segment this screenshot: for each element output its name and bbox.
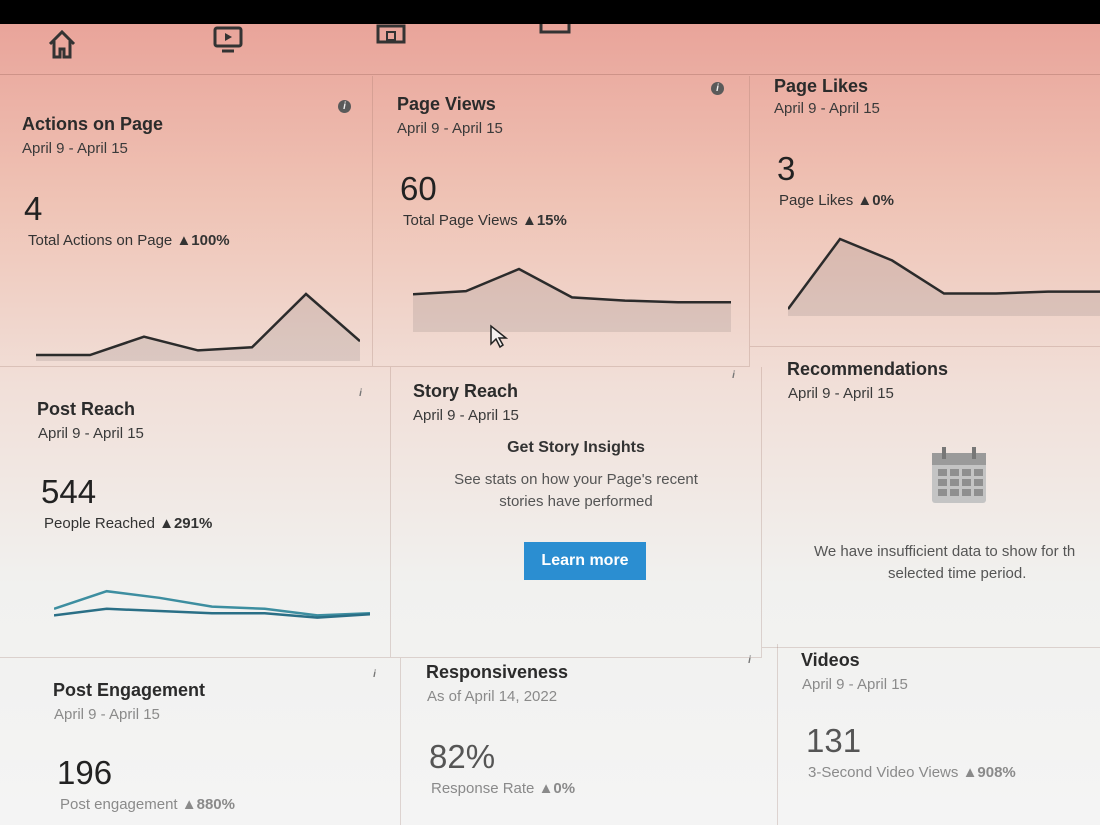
actions-sparkline (36, 292, 360, 361)
metric-value: 196 (57, 754, 113, 791)
metric-label: Page Likes ▲0% (779, 192, 894, 209)
card-date: April 9 - April 15 (413, 407, 519, 424)
top-nav (0, 24, 1100, 75)
page-likes-sparkline (788, 237, 1100, 316)
page-views-card[interactable]: Page Views April 9 - April 15 i 60 Total… (373, 76, 750, 367)
card-title: Post Engagement (53, 680, 206, 700)
card-date: April 9 - April 15 (774, 100, 880, 117)
card-date: April 9 - April 15 (38, 425, 144, 442)
info-icon[interactable]: i (711, 82, 724, 95)
actions-on-page-card[interactable]: Actions on Page April 9 - April 15 i 4 T… (0, 76, 373, 367)
sparkline-line-b (54, 607, 370, 619)
sparkline-line-a (54, 589, 370, 617)
page-views-sparkline (413, 267, 731, 332)
card-date: April 9 - April 15 (788, 385, 894, 402)
panel-icon[interactable] (538, 24, 574, 46)
info-icon[interactable]: i (732, 370, 735, 381)
card-date: April 9 - April 15 (397, 120, 503, 137)
change-badge: ▲0% (857, 192, 894, 209)
card-title: Videos (801, 650, 860, 670)
shop-icon[interactable] (374, 24, 410, 60)
story-insights-text-2: stories have performed (499, 493, 653, 510)
learn-more-button[interactable]: Learn more (524, 542, 646, 580)
card-date: April 9 - April 15 (54, 706, 160, 723)
metric-value: 82% (429, 738, 496, 775)
card-title: Page Likes (774, 76, 869, 96)
responsiveness-card[interactable]: Responsiveness As of April 14, 2022 i 82… (401, 644, 778, 825)
videos-card[interactable]: Videos April 9 - April 15 131 3-Second V… (778, 644, 1100, 825)
insights-screen: Actions on Page April 9 - April 15 i 4 T… (0, 24, 1100, 825)
info-icon[interactable]: i (373, 669, 376, 680)
story-insights-heading: Get Story Insights (507, 439, 645, 456)
change-badge: ▲100% (176, 232, 230, 249)
insufficient-data-text-1: We have insufficient data to show for th (814, 543, 1076, 560)
card-title: Actions on Page (22, 114, 164, 134)
info-icon[interactable]: i (748, 655, 751, 666)
home-icon[interactable] (44, 26, 80, 62)
post-engagement-card[interactable]: Post Engagement April 9 - April 15 i 196… (0, 658, 401, 825)
metric-label: Post engagement ▲880% (60, 796, 235, 813)
metric-value: 544 (41, 473, 97, 510)
metric-label: 3-Second Video Views ▲908% (808, 764, 1016, 781)
info-icon[interactable]: i (359, 388, 362, 399)
metric-label: Total Actions on Page ▲100% (28, 232, 230, 249)
card-date: April 9 - April 15 (802, 676, 908, 693)
card-title: Story Reach (413, 381, 519, 401)
calendar-icon (932, 447, 986, 503)
metric-label: Total Page Views ▲15% (403, 212, 567, 229)
metric-value: 4 (24, 190, 43, 227)
page-likes-card[interactable]: Page Likes April 9 - April 15 3 Page Lik… (750, 76, 1100, 347)
metric-label: People Reached ▲291% (44, 515, 213, 532)
info-icon[interactable]: i (338, 100, 351, 113)
metric-value: 131 (806, 722, 862, 759)
change-badge: ▲908% (962, 764, 1016, 781)
recommendations-card[interactable]: Recommendations April 9 - April 15 We ha… (762, 347, 1100, 648)
metric-value: 60 (400, 170, 437, 207)
card-title: Post Reach (37, 399, 136, 419)
post-reach-sparkline (54, 589, 370, 619)
insufficient-data-text-2: selected time period. (888, 565, 1027, 582)
card-date: As of April 14, 2022 (427, 688, 558, 705)
change-badge: ▲0% (538, 780, 576, 797)
sparkline-line (788, 237, 1100, 310)
change-badge: ▲880% (181, 796, 235, 813)
sparkline-line (36, 292, 360, 357)
video-icon[interactable] (210, 24, 246, 60)
change-badge: ▲15% (521, 212, 567, 229)
story-insights-text-1: See stats on how your Page's recent (454, 471, 698, 488)
mouse-cursor-icon (490, 324, 509, 349)
card-title: Responsiveness (426, 662, 569, 682)
card-title: Recommendations (787, 359, 949, 379)
metric-label: Response Rate ▲0% (431, 780, 576, 797)
card-date: April 9 - April 15 (22, 140, 128, 157)
sparkline-area (36, 294, 360, 361)
post-reach-card[interactable]: Post Reach April 9 - April 15 i 544 Peop… (0, 367, 391, 658)
metric-value: 3 (777, 150, 796, 187)
sparkline-line (413, 267, 731, 304)
sparkline-area (788, 239, 1100, 316)
story-reach-card: Story Reach April 9 - April 15 i Get Sto… (391, 367, 762, 658)
card-title: Page Views (397, 94, 496, 114)
sparkline-area (413, 269, 731, 332)
change-badge: ▲291% (159, 515, 213, 532)
